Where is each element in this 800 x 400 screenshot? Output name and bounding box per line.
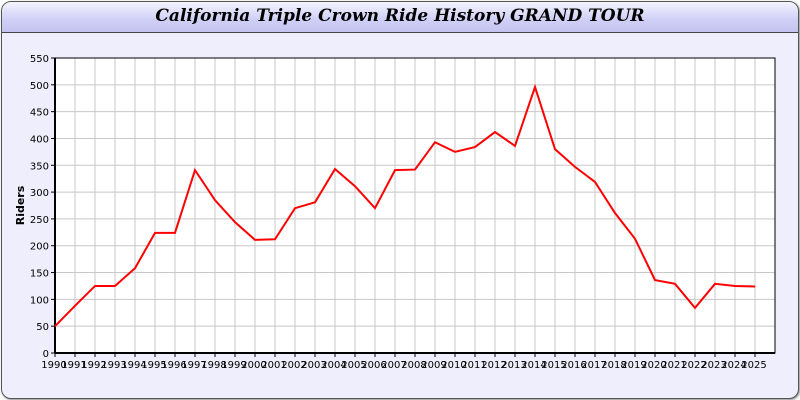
- data-point: [574, 166, 576, 168]
- x-tick-label: 2001: [261, 360, 286, 371]
- x-tick-label: 1994: [121, 360, 146, 371]
- x-tick-label: 2008: [401, 360, 426, 371]
- data-point: [754, 285, 756, 287]
- title-bar: California Triple Crown Ride History GRA…: [2, 2, 798, 33]
- x-tick-label: 2025: [741, 360, 766, 371]
- x-tick-label: 2003: [301, 360, 326, 371]
- data-point: [354, 185, 356, 187]
- data-point: [674, 283, 676, 285]
- data-point: [314, 201, 316, 203]
- x-tick-label: 2021: [661, 360, 686, 371]
- x-tick-label: 2002: [281, 360, 306, 371]
- y-tick-label: 50: [36, 322, 49, 333]
- y-tick-label: 450: [30, 108, 49, 119]
- data-point: [74, 305, 76, 307]
- data-point: [454, 151, 456, 153]
- data-point: [234, 221, 236, 223]
- x-tick-label: 1991: [61, 360, 86, 371]
- x-tick-label: 1993: [101, 360, 126, 371]
- data-point: [94, 285, 96, 287]
- x-tick-label: 2004: [321, 360, 346, 371]
- data-point: [54, 325, 56, 327]
- x-tick-label: 1992: [81, 360, 106, 371]
- x-tick-label: 2024: [721, 360, 746, 371]
- data-point: [494, 131, 496, 133]
- x-tick-label: 2011: [461, 360, 486, 371]
- data-point: [114, 285, 116, 287]
- x-tick-label: 2014: [521, 360, 546, 371]
- data-point: [174, 232, 176, 234]
- y-tick-label: 500: [30, 81, 49, 92]
- y-tick-label: 550: [30, 54, 49, 65]
- y-axis-label: Riders: [14, 185, 27, 225]
- data-point: [254, 239, 256, 241]
- x-tick-label: 2019: [621, 360, 646, 371]
- data-point: [714, 283, 716, 285]
- x-tick-label: 2006: [361, 360, 386, 371]
- x-tick-label: 2009: [421, 360, 446, 371]
- x-tick-label: 2023: [701, 360, 726, 371]
- data-point: [134, 267, 136, 269]
- data-point: [214, 199, 216, 201]
- x-tick-label: 2016: [561, 360, 586, 371]
- y-tick-label: 100: [30, 295, 49, 306]
- x-tick-label: 2022: [681, 360, 706, 371]
- data-point: [374, 207, 376, 209]
- x-tick-label: 2015: [541, 360, 566, 371]
- series-line: [54, 83, 756, 327]
- data-point: [734, 285, 736, 287]
- y-tick-label: 400: [30, 134, 49, 145]
- data-point: [394, 169, 396, 171]
- x-tick-label: 2012: [481, 360, 506, 371]
- y-tick-label: 250: [30, 215, 49, 226]
- data-point: [694, 307, 696, 309]
- data-point: [654, 279, 656, 281]
- data-point: [414, 169, 416, 171]
- x-tick-label: 2017: [581, 360, 606, 371]
- y-tick-label: 350: [30, 161, 49, 172]
- data-point: [194, 169, 196, 171]
- chart-title: California Triple Crown Ride History GRA…: [155, 6, 645, 26]
- y-tick-label: 300: [30, 188, 49, 199]
- data-point: [154, 232, 156, 234]
- data-point: [614, 212, 616, 214]
- x-tick-label: 2020: [641, 360, 666, 371]
- y-tick-label: 150: [30, 269, 49, 280]
- x-tick-label: 2013: [501, 360, 526, 371]
- x-tick-label: 1998: [201, 360, 226, 371]
- data-point: [594, 181, 596, 183]
- x-tick-label: 2005: [341, 360, 366, 371]
- data-point: [334, 168, 336, 170]
- data-point: [434, 141, 436, 143]
- x-tick-label: 2018: [601, 360, 626, 371]
- y-tick-label: 0: [43, 349, 49, 360]
- y-tick-label: 200: [30, 242, 49, 253]
- data-point: [514, 145, 516, 147]
- data-point: [534, 86, 536, 88]
- x-tick-label: 2010: [441, 360, 466, 371]
- x-tick-label: 1990: [41, 360, 66, 371]
- x-tick-label: 2000: [241, 360, 266, 371]
- data-point: [554, 148, 556, 150]
- data-point: [274, 238, 276, 240]
- x-tick-label: 1999: [221, 360, 246, 371]
- data-point: [294, 207, 296, 209]
- x-tick-label: 1996: [161, 360, 186, 371]
- x-tick-label: 2007: [381, 360, 406, 371]
- x-tick-label: 1997: [181, 360, 206, 371]
- data-point: [474, 146, 476, 148]
- data-point: [634, 238, 636, 240]
- x-tick-label: 1995: [141, 360, 166, 371]
